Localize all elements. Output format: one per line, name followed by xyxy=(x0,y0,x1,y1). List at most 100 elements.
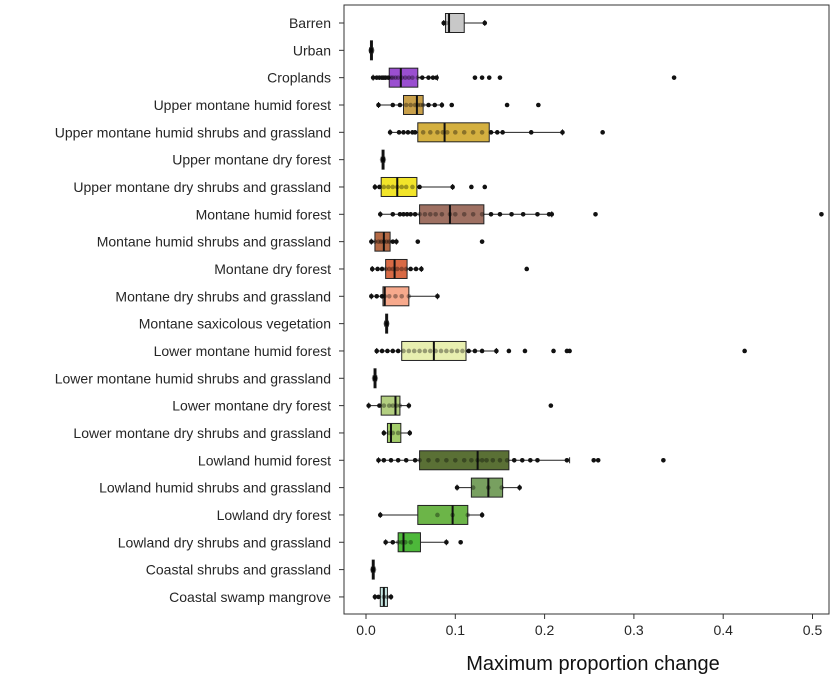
data-point xyxy=(376,102,381,108)
data-point xyxy=(383,266,388,272)
data-point xyxy=(479,212,485,217)
data-point xyxy=(472,348,478,354)
box-group xyxy=(377,504,485,525)
data-point xyxy=(511,457,517,463)
data-point xyxy=(377,403,382,408)
category-label: Lower montane humid shrubs and grassland xyxy=(55,370,331,386)
data-point xyxy=(375,266,380,272)
data-point xyxy=(373,375,379,381)
data-point xyxy=(401,130,406,135)
data-point xyxy=(377,184,382,190)
data-point xyxy=(386,184,391,190)
data-point xyxy=(479,512,485,518)
data-point xyxy=(376,239,381,244)
data-point xyxy=(465,512,471,518)
category-label: Montane saxicolous vegetation xyxy=(139,316,331,332)
data-point xyxy=(427,130,433,135)
data-point xyxy=(482,184,488,190)
data-point xyxy=(381,430,387,436)
data-point xyxy=(403,184,409,190)
x-tick-label: 0.5 xyxy=(803,622,823,638)
data-point xyxy=(390,403,396,408)
data-point xyxy=(381,457,387,463)
box-group xyxy=(387,122,605,143)
data-point xyxy=(390,239,396,244)
box xyxy=(403,94,424,115)
data-point xyxy=(371,567,377,572)
data-point xyxy=(411,348,417,354)
data-point xyxy=(504,102,510,108)
data-point xyxy=(412,457,418,463)
data-point xyxy=(408,212,413,217)
data-point xyxy=(458,539,463,545)
data-point xyxy=(488,130,494,135)
data-point xyxy=(388,75,394,80)
data-point xyxy=(520,212,526,217)
data-point xyxy=(370,567,376,572)
plot-frame xyxy=(343,4,830,615)
box-group xyxy=(369,258,530,279)
data-point xyxy=(371,375,377,381)
data-point xyxy=(397,212,403,217)
data-point xyxy=(549,212,555,217)
category-label: Lower montane humid forest xyxy=(154,343,332,359)
data-point xyxy=(406,75,412,80)
data-point xyxy=(454,485,460,490)
data-point xyxy=(406,294,412,299)
data-point xyxy=(439,212,445,217)
category-labels: Barren Urban Croplands Upper montane humid … xyxy=(55,15,331,605)
data-point xyxy=(433,348,438,354)
data-point xyxy=(504,457,510,463)
data-point xyxy=(404,212,410,217)
data-point xyxy=(486,485,491,490)
box-group xyxy=(371,368,379,389)
category-label: Montane dry forest xyxy=(214,261,331,277)
data-point xyxy=(390,212,396,217)
data-point xyxy=(600,130,605,135)
data-point xyxy=(479,348,485,354)
data-point xyxy=(440,130,446,135)
category-label: Coastal shrubs and grassland xyxy=(146,562,331,578)
data-point xyxy=(420,130,426,135)
data-point xyxy=(407,430,413,436)
data-point xyxy=(381,403,387,408)
data-point xyxy=(427,212,433,217)
box xyxy=(419,204,485,225)
data-point xyxy=(403,266,409,272)
category-label: Montane humid forest xyxy=(196,206,332,222)
data-point xyxy=(595,457,601,463)
data-point xyxy=(395,457,401,463)
data-point xyxy=(369,266,375,272)
data-point xyxy=(412,212,418,217)
data-point xyxy=(469,457,474,463)
data-point xyxy=(551,348,556,354)
data-point xyxy=(397,102,403,108)
data-point xyxy=(479,75,485,80)
data-point xyxy=(379,348,385,354)
data-point xyxy=(454,348,460,354)
data-point xyxy=(383,539,388,545)
data-point xyxy=(390,102,396,108)
data-point xyxy=(419,266,424,272)
data-point xyxy=(397,403,403,408)
data-point xyxy=(564,457,570,463)
box-group xyxy=(454,477,522,498)
data-point xyxy=(394,184,400,190)
category-label: Upper montane humid shrubs and grassland xyxy=(55,124,331,140)
data-point xyxy=(383,321,388,326)
data-point xyxy=(536,102,541,108)
data-point xyxy=(422,348,428,354)
data-point xyxy=(368,48,373,53)
category-label: Upper montane humid forest xyxy=(154,97,332,113)
data-point xyxy=(499,485,505,490)
data-point xyxy=(394,266,400,272)
data-point xyxy=(408,102,413,108)
data-point xyxy=(444,130,450,135)
x-tick-label: 0.4 xyxy=(713,622,733,638)
data-point xyxy=(385,348,390,354)
data-point xyxy=(410,75,415,80)
data-point xyxy=(403,457,409,463)
box-group xyxy=(441,13,488,33)
data-point xyxy=(384,239,389,244)
data-point xyxy=(434,75,439,80)
